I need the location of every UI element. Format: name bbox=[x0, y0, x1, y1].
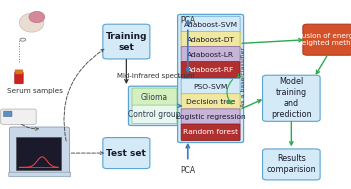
Text: Random forest: Random forest bbox=[183, 129, 238, 135]
FancyBboxPatch shape bbox=[9, 127, 69, 175]
FancyBboxPatch shape bbox=[132, 88, 177, 107]
Text: PSO-SVM: PSO-SVM bbox=[193, 84, 228, 90]
FancyBboxPatch shape bbox=[15, 72, 23, 84]
FancyBboxPatch shape bbox=[16, 137, 61, 170]
FancyBboxPatch shape bbox=[178, 14, 244, 80]
FancyBboxPatch shape bbox=[103, 24, 150, 59]
Text: Serum samples: Serum samples bbox=[7, 88, 63, 94]
FancyBboxPatch shape bbox=[178, 77, 244, 143]
FancyBboxPatch shape bbox=[128, 86, 180, 125]
Text: As a base classifier: As a base classifier bbox=[241, 46, 246, 107]
FancyBboxPatch shape bbox=[181, 109, 240, 125]
Text: PCA: PCA bbox=[180, 166, 196, 175]
Text: PCA: PCA bbox=[180, 16, 196, 25]
Text: Adaboost-RF: Adaboost-RF bbox=[187, 67, 234, 73]
FancyBboxPatch shape bbox=[181, 46, 240, 63]
FancyBboxPatch shape bbox=[263, 75, 320, 121]
FancyBboxPatch shape bbox=[263, 149, 320, 180]
Text: Fusion of energy
weighted method: Fusion of energy weighted method bbox=[296, 33, 351, 46]
Text: Adaboost-LR: Adaboost-LR bbox=[187, 52, 234, 58]
Text: Results
comparision: Results comparision bbox=[266, 154, 316, 174]
Text: Control group: Control group bbox=[128, 110, 181, 119]
Ellipse shape bbox=[19, 13, 44, 32]
Text: Adaboost-SVM: Adaboost-SVM bbox=[184, 22, 238, 28]
FancyBboxPatch shape bbox=[181, 62, 240, 78]
FancyBboxPatch shape bbox=[9, 172, 71, 177]
Text: Adaboost-DT: Adaboost-DT bbox=[187, 37, 234, 43]
Text: Training
set: Training set bbox=[106, 32, 147, 52]
Text: Logistic regression: Logistic regression bbox=[176, 114, 245, 120]
FancyBboxPatch shape bbox=[181, 94, 240, 110]
Text: Decision tree: Decision tree bbox=[186, 99, 235, 105]
FancyBboxPatch shape bbox=[103, 138, 150, 169]
FancyBboxPatch shape bbox=[181, 124, 240, 141]
FancyBboxPatch shape bbox=[181, 79, 240, 95]
Text: Mid-infrared spectrum: Mid-infrared spectrum bbox=[117, 73, 195, 79]
Ellipse shape bbox=[29, 11, 45, 23]
FancyBboxPatch shape bbox=[181, 31, 240, 48]
Text: Test set: Test set bbox=[106, 149, 146, 158]
FancyBboxPatch shape bbox=[1, 109, 36, 124]
FancyBboxPatch shape bbox=[181, 16, 240, 33]
FancyBboxPatch shape bbox=[15, 70, 23, 74]
Text: Model
training
and
prediction: Model training and prediction bbox=[271, 77, 312, 119]
FancyBboxPatch shape bbox=[132, 105, 177, 124]
Text: Glioma: Glioma bbox=[141, 93, 168, 102]
FancyBboxPatch shape bbox=[4, 111, 12, 117]
FancyBboxPatch shape bbox=[303, 24, 351, 55]
